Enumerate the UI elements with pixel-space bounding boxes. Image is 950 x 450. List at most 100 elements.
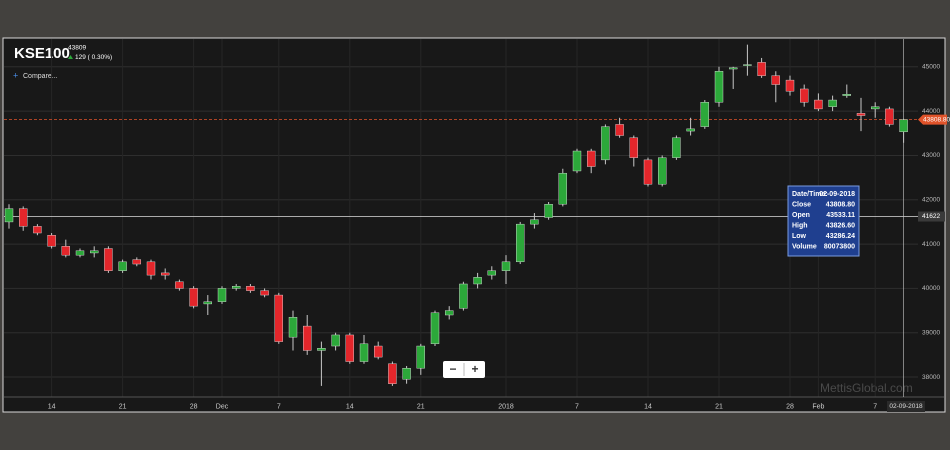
watermark: MettisGlobal.com (820, 381, 913, 395)
candle-body (473, 277, 482, 285)
candle-body (842, 94, 851, 96)
candle-body (231, 285, 241, 289)
candle-body (374, 345, 383, 358)
last-price-tag (918, 114, 947, 125)
up-arrow (68, 55, 73, 59)
crosshair-tag (918, 211, 945, 222)
candle-body (4, 208, 14, 223)
candle-body (288, 317, 298, 338)
candle-body (33, 226, 42, 234)
candle-body (871, 106, 880, 110)
date-box (887, 401, 925, 412)
y-tick-label: 41000 (922, 241, 940, 248)
candle-body (89, 250, 99, 254)
current-date: 02-09-2018 (889, 403, 923, 410)
x-tick-label: 21 (119, 403, 127, 410)
tooltip-key: High (792, 222, 808, 229)
candle-body (814, 99, 823, 110)
candle-body (530, 219, 539, 225)
candle-body (430, 312, 440, 345)
candle-body (359, 343, 369, 362)
candle-body (771, 75, 780, 85)
x-tick-label: 2018 (498, 403, 514, 410)
candle-body (587, 150, 596, 167)
crosshair-label: 41622 (922, 213, 940, 220)
price: 43809 (68, 45, 86, 52)
y-tick-label: 42000 (922, 196, 940, 203)
zoom-out[interactable]: − (449, 362, 456, 376)
candle-body (899, 119, 908, 133)
candle-body (303, 325, 312, 351)
candle-body (714, 71, 724, 103)
candle-body (487, 270, 496, 276)
tooltip-value: 43808.80 (826, 201, 855, 208)
candle-body (516, 223, 525, 263)
candle-body (189, 288, 198, 307)
x-tick-label: 14 (48, 403, 56, 410)
candle-body (601, 126, 610, 161)
zoom-in[interactable]: + (471, 362, 478, 376)
candle-body (61, 246, 70, 256)
candle-body (274, 294, 283, 342)
candle-body (47, 235, 56, 247)
y-tick-label: 43000 (922, 152, 940, 159)
candle-body (800, 88, 809, 103)
candle-body (445, 310, 454, 316)
y-tick-label: 44000 (922, 108, 940, 115)
y-tick-label: 45000 (922, 64, 940, 71)
compare-icon[interactable]: + (13, 70, 18, 80)
candle-body (19, 208, 28, 227)
candle-body (501, 261, 511, 271)
candle-body (785, 79, 795, 92)
tooltip: Date/Time:02-09-2018 Close 43808.80 Open 435… (787, 185, 860, 257)
candle-body (146, 261, 156, 276)
candle-body (672, 137, 681, 158)
candle-body (416, 345, 425, 369)
candle-body (629, 137, 638, 158)
candle-body (643, 159, 653, 185)
candle-body (388, 363, 397, 384)
candle-body (686, 128, 695, 132)
candle-body (75, 250, 85, 256)
tooltip-key: Date/Time: (792, 191, 828, 198)
x-tick-label: Dec (216, 403, 229, 410)
zoom-control: − + (443, 361, 485, 378)
compare-button[interactable]: Compare... (23, 73, 58, 80)
tooltip-value: 02-09-2018 (819, 191, 855, 198)
tooltip-key: Volume (792, 243, 817, 250)
candle-body (615, 124, 624, 136)
y-tick-label: 38000 (922, 374, 940, 381)
x-tick-label: 7 (575, 403, 579, 410)
candle-body (700, 102, 709, 127)
tooltip-value: 43533.11 (826, 212, 855, 219)
x-tick-label: 21 (715, 403, 723, 410)
candle-body (345, 334, 354, 362)
x-tick-label: 28 (190, 403, 198, 410)
x-tick-label: 14 (346, 403, 354, 410)
candle-body (118, 261, 127, 271)
x-tick-label: Feb (812, 403, 824, 410)
tooltip-value: 80073800 (824, 243, 855, 250)
candle-body (260, 290, 269, 296)
change: 129 ( 0.30%) (75, 54, 112, 61)
chart-title: KSE100 (14, 45, 70, 62)
y-tick-label: 40000 (922, 285, 940, 292)
candle-body (729, 67, 738, 70)
candle-body (160, 272, 170, 276)
candle-body (203, 301, 213, 305)
tooltip-key: Close (792, 201, 811, 208)
candle-body (757, 62, 766, 76)
tooltip-value: 43826.60 (826, 222, 855, 229)
tooltip-key: Low (792, 233, 807, 240)
x-tick-label: 7 (277, 403, 281, 410)
candle-body (317, 348, 326, 351)
candle-body (828, 99, 837, 107)
candle-body (402, 367, 411, 380)
candle-body (459, 283, 468, 309)
candle-body (885, 108, 894, 125)
tooltip-value: 43286.24 (826, 233, 855, 240)
candle-body (558, 172, 567, 205)
tooltip-key: Open (792, 212, 810, 219)
candle-body (104, 248, 113, 271)
